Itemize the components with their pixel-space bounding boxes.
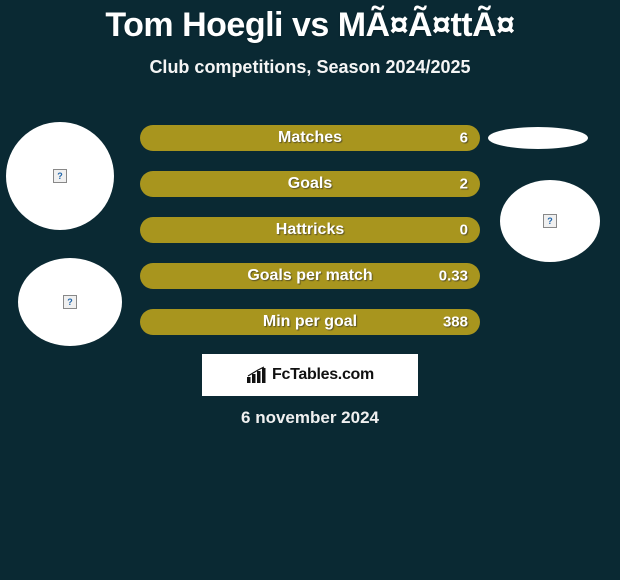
stat-row: Min per goal 388 xyxy=(140,309,480,335)
page-title: Tom Hoegli vs MÃ¤Ã¤ttÃ¤ xyxy=(0,0,620,45)
broken-image-icon: ? xyxy=(53,169,67,183)
attribution-badge: FcTables.com xyxy=(202,354,418,396)
player-avatar-left-1: ? xyxy=(6,122,114,230)
stats-container: Matches 6 Goals 2 Hattricks 0 Goals per … xyxy=(140,125,480,355)
page-subtitle: Club competitions, Season 2024/2025 xyxy=(0,57,620,78)
attribution-text: FcTables.com xyxy=(272,366,374,384)
stat-row: Goals per match 0.33 xyxy=(140,263,480,289)
broken-image-icon: ? xyxy=(63,295,77,309)
broken-image-icon: ? xyxy=(543,214,557,228)
bar-chart-icon xyxy=(246,366,268,384)
stat-value: 0 xyxy=(460,222,468,239)
stat-value: 2 xyxy=(460,176,468,193)
stat-row: Hattricks 0 xyxy=(140,217,480,243)
stat-label: Goals per match xyxy=(247,267,372,285)
player-avatar-right-top xyxy=(488,127,588,149)
stat-value: 388 xyxy=(443,314,468,331)
stat-row: Goals 2 xyxy=(140,171,480,197)
stat-value: 6 xyxy=(460,130,468,147)
stat-value: 0.33 xyxy=(439,268,468,285)
stat-label: Matches xyxy=(278,129,342,147)
stat-label: Goals xyxy=(288,175,332,193)
stat-row: Matches 6 xyxy=(140,125,480,151)
player-avatar-left-2: ? xyxy=(18,258,122,346)
stat-label: Hattricks xyxy=(276,221,344,239)
player-avatar-right: ? xyxy=(500,180,600,262)
stat-label: Min per goal xyxy=(263,313,357,331)
footer-date: 6 november 2024 xyxy=(241,408,379,428)
